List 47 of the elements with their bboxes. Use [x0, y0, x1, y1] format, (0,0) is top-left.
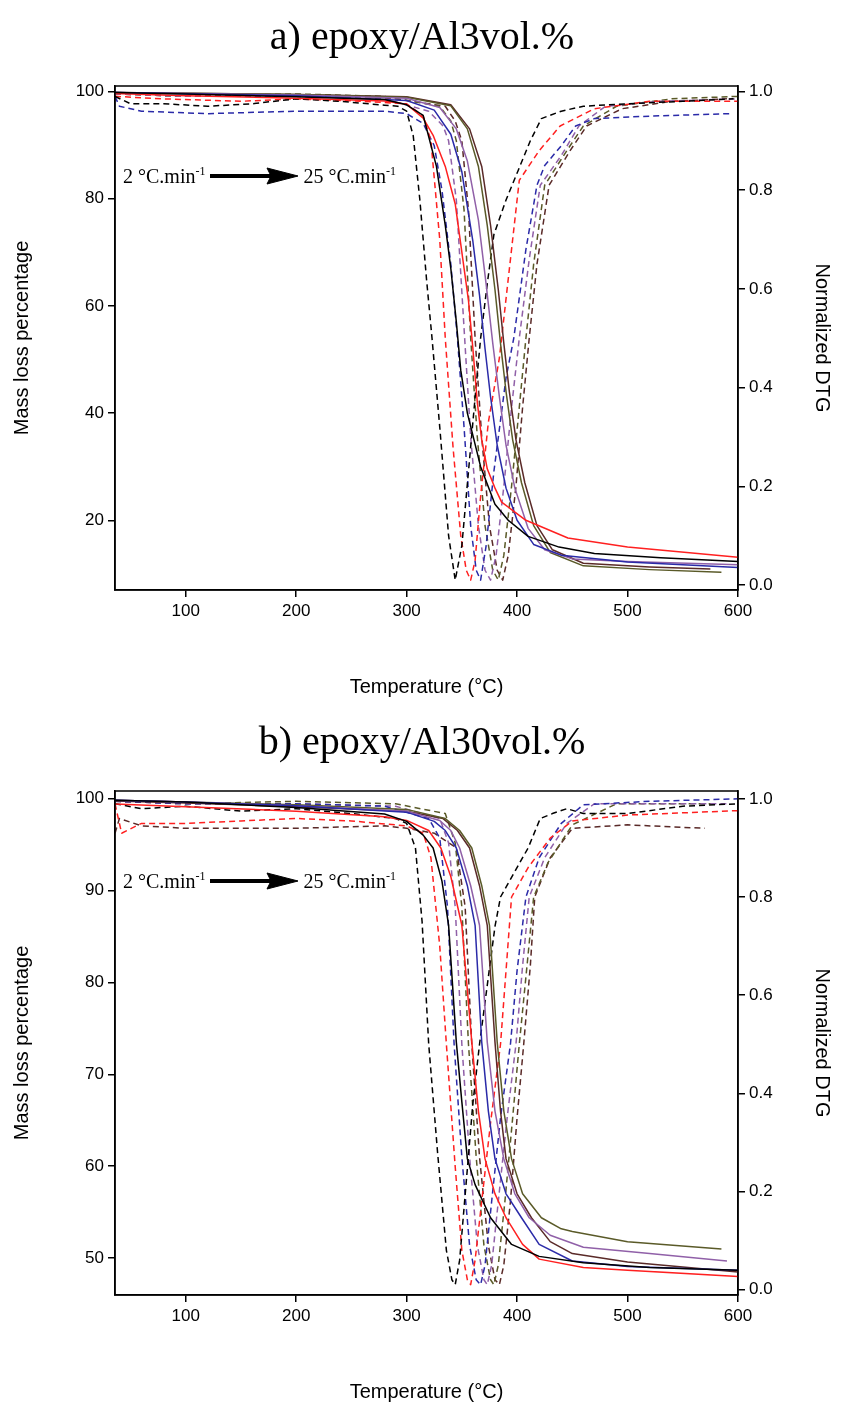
y2-axis-title: Normalized DTG: [812, 968, 835, 1118]
x-axis-title: Temperature (°C): [349, 1379, 504, 1402]
y-tick-label: 80: [85, 971, 104, 991]
x-tick-label: 200: [281, 1305, 311, 1325]
x-tick-label: 400: [502, 600, 532, 620]
x-tick-label: 300: [392, 1305, 421, 1325]
x-tick-label: 500: [613, 1305, 642, 1325]
y-tick-label: 20: [85, 509, 104, 529]
x-tick-label: 300: [392, 600, 421, 620]
chart-title: a) epoxy/Al3vol.%: [269, 12, 575, 58]
x-tick-label: 100: [171, 1305, 200, 1325]
y-axis-title: Mass loss percentage: [9, 945, 32, 1141]
annotation: 25 °C.min$^{-1}$: [303, 869, 396, 893]
y2-tick-label: 1.0: [749, 788, 773, 808]
chart-title: b) epoxy/Al30vol.%: [258, 717, 586, 763]
x-tick-label: 600: [723, 1305, 753, 1325]
x-tick-label: 200: [281, 600, 311, 620]
y2-tick-label: 1.0: [749, 81, 773, 101]
y2-tick-label: 0.0: [749, 1279, 773, 1299]
y-tick-label: 80: [85, 188, 104, 208]
y2-tick-label: 0.8: [749, 179, 773, 199]
x-tick-label: 400: [502, 1305, 532, 1325]
y-tick-label: 40: [85, 402, 104, 422]
y2-tick-label: 0.6: [749, 984, 773, 1004]
y-tick-label: 100: [75, 81, 104, 101]
x-tick-label: 500: [613, 600, 642, 620]
y-tick-label: 60: [85, 1155, 104, 1175]
annotation: 2 °C.min$^{-1}$: [123, 869, 206, 893]
x-tick-label: 600: [723, 600, 753, 620]
y-tick-label: 100: [75, 788, 104, 808]
x-tick-label: 100: [171, 600, 200, 620]
y2-tick-label: 0.2: [749, 476, 773, 496]
y2-tick-label: 0.4: [749, 1082, 773, 1102]
y2-tick-label: 0.8: [749, 886, 773, 906]
y2-tick-label: 0.6: [749, 278, 773, 298]
y2-tick-label: 0.4: [749, 377, 773, 397]
y2-tick-label: 0.0: [749, 574, 773, 594]
y-tick-label: 70: [85, 1063, 104, 1083]
annotation: 2 °C.min$^{-1}$: [123, 164, 206, 188]
y-tick-label: 90: [85, 880, 104, 900]
y-axis-title: Mass loss percentage: [9, 240, 32, 436]
y2-axis-title: Normalized DTG: [812, 263, 835, 413]
x-axis-title: Temperature (°C): [349, 674, 504, 697]
annotation: 25 °C.min$^{-1}$: [303, 164, 396, 188]
y2-tick-label: 0.2: [749, 1181, 773, 1201]
y-tick-label: 60: [85, 295, 104, 315]
y-tick-label: 50: [85, 1247, 104, 1267]
